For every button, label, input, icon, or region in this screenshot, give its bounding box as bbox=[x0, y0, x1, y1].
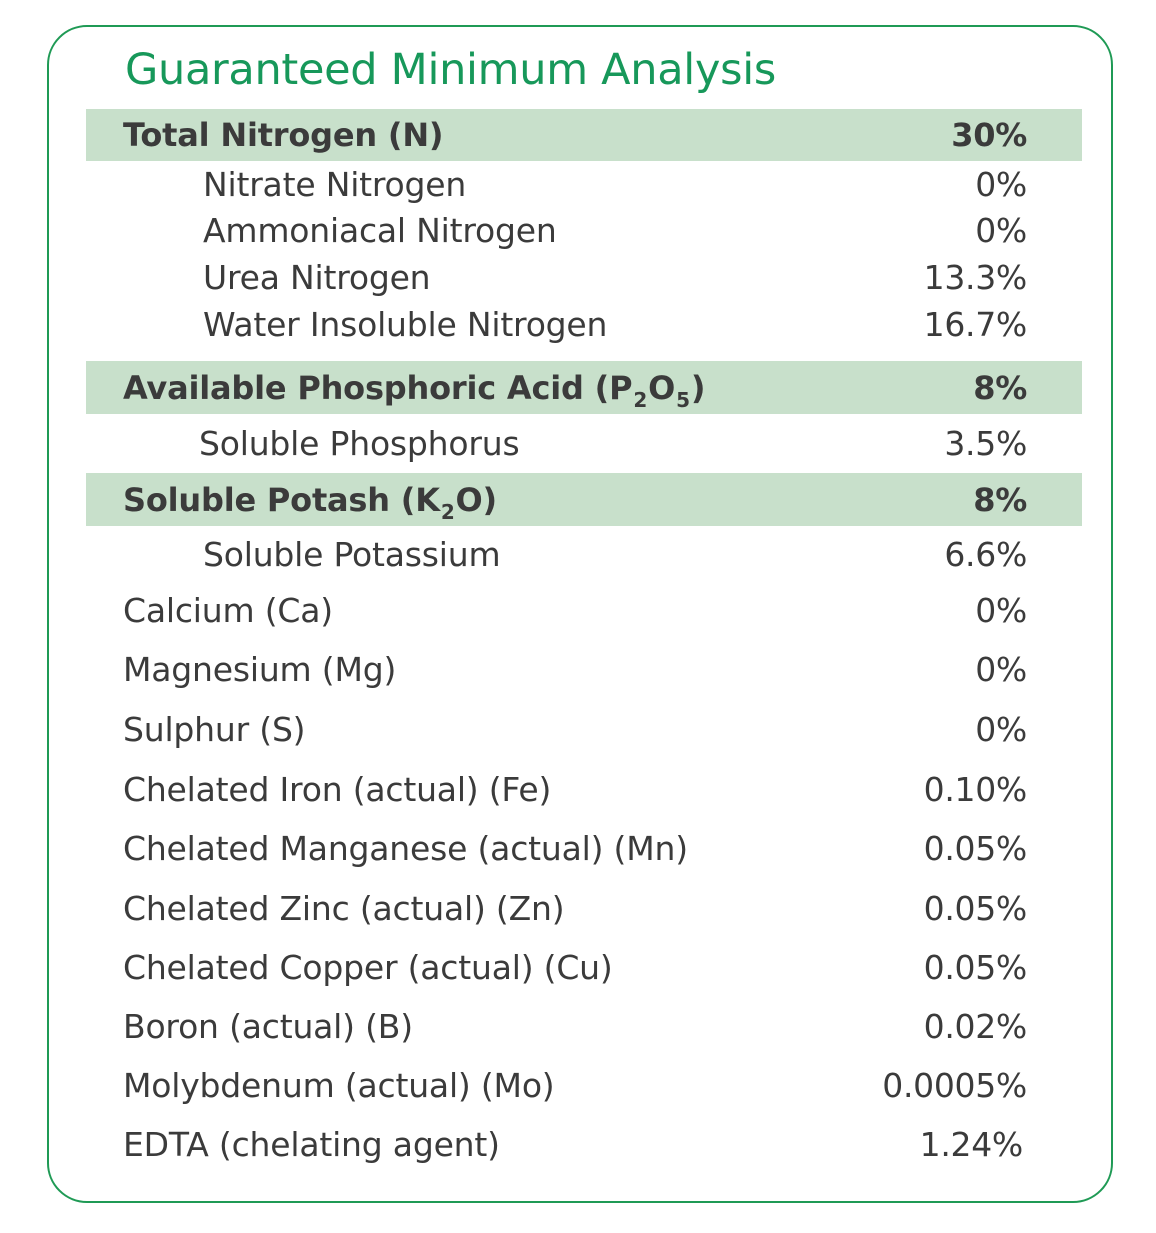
row-label: Available Phosphoric Acid (P 2 O 5) bbox=[123, 361, 705, 414]
table-row-molybdenum: Molybdenum (actual) (Mo) 0.0005% bbox=[86, 1056, 1082, 1114]
row-value: 0% bbox=[975, 164, 1027, 204]
subscript: 5 bbox=[676, 387, 690, 412]
row-label: Chelated Copper (actual) (Cu) bbox=[123, 947, 613, 987]
table-row-soluble-phosphorus: Soluble Phosphorus 3.5% bbox=[86, 416, 1082, 470]
row-value: 0% bbox=[975, 210, 1027, 250]
row-label: Boron (actual) (B) bbox=[123, 1006, 413, 1046]
row-label: Soluble Phosphorus bbox=[199, 423, 520, 463]
row-label: Sulphur (S) bbox=[123, 709, 306, 749]
subscript: 2 bbox=[440, 499, 455, 524]
label-part: Available Phosphoric Acid (P bbox=[123, 368, 633, 407]
row-label: Ammoniacal Nitrogen bbox=[203, 210, 557, 250]
table-row-total-nitrogen: Total Nitrogen (N) 30% bbox=[86, 109, 1082, 161]
analysis-panel: Guaranteed Minimum Analysis bbox=[47, 25, 1113, 1203]
row-label: Urea Nitrogen bbox=[203, 257, 431, 297]
label-part: Soluble Potash (K bbox=[123, 480, 440, 519]
panel-title: Guaranteed Minimum Analysis bbox=[125, 45, 776, 95]
row-value: 8% bbox=[973, 480, 1027, 519]
row-value: 1.24% bbox=[919, 1124, 1024, 1164]
table-row-water-insoluble-nitrogen: Water Insoluble Nitrogen 16.7% bbox=[86, 301, 1082, 347]
label-part: ) bbox=[690, 368, 706, 407]
table-row-magnesium: Magnesium (Mg) 0% bbox=[86, 640, 1082, 698]
row-value: 16.7% bbox=[923, 304, 1028, 344]
row-label: Soluble Potash (K 2 O) bbox=[123, 473, 497, 526]
row-value: 0.05% bbox=[923, 947, 1028, 987]
table-row-calcium: Calcium (Ca) 0% bbox=[86, 581, 1082, 639]
row-value: 6.6% bbox=[944, 534, 1027, 574]
row-value: 0.05% bbox=[923, 888, 1028, 928]
row-label: Water Insoluble Nitrogen bbox=[203, 304, 608, 344]
row-label: Chelated Zinc (actual) (Zn) bbox=[123, 888, 565, 928]
row-value: 30% bbox=[951, 116, 1027, 154]
table-row-chelated-zinc: Chelated Zinc (actual) (Zn) 0.05% bbox=[86, 879, 1082, 937]
table-row-soluble-potassium: Soluble Potassium 6.6% bbox=[86, 527, 1082, 581]
row-value: 0% bbox=[975, 590, 1027, 630]
row-value: 13.3% bbox=[923, 257, 1028, 297]
row-label: Nitrate Nitrogen bbox=[203, 164, 467, 204]
table-row-chelated-manganese: Chelated Manganese (actual) (Mn) 0.05% bbox=[86, 819, 1082, 877]
row-label: Total Nitrogen (N) bbox=[123, 116, 444, 154]
table-row-boron: Boron (actual) (B) 0.02% bbox=[86, 997, 1082, 1055]
row-value: 8% bbox=[973, 368, 1027, 407]
table-row-edta: EDTA (chelating agent) 1.24% bbox=[86, 1115, 1082, 1173]
table-row-soluble-potash: Soluble Potash (K 2 O) 8% bbox=[86, 473, 1082, 526]
table-row-nitrate-nitrogen: Nitrate Nitrogen 0% bbox=[86, 161, 1082, 207]
table-row-phosphoric-acid: Available Phosphoric Acid (P 2 O 5) 8% bbox=[86, 361, 1082, 414]
subscript: 2 bbox=[633, 387, 648, 412]
row-label: Soluble Potassium bbox=[203, 534, 501, 574]
row-value: 0% bbox=[975, 709, 1027, 749]
table-row-urea-nitrogen: Urea Nitrogen 13.3% bbox=[86, 253, 1082, 301]
label-part: O bbox=[648, 368, 676, 407]
table-row-sulphur: Sulphur (S) 0% bbox=[86, 700, 1082, 758]
row-value: 3.5% bbox=[944, 423, 1027, 463]
row-value: 0.02% bbox=[923, 1006, 1028, 1046]
row-label: Molybdenum (actual) (Mo) bbox=[123, 1065, 555, 1105]
row-label: Magnesium (Mg) bbox=[123, 649, 397, 689]
label-part: O) bbox=[455, 480, 498, 519]
row-label: Chelated Iron (actual) (Fe) bbox=[123, 769, 552, 809]
row-label: Chelated Manganese (actual) (Mn) bbox=[123, 828, 688, 868]
table-row-chelated-iron: Chelated Iron (actual) (Fe) 0.10% bbox=[86, 760, 1082, 818]
row-value: 0% bbox=[975, 649, 1027, 689]
table-row-chelated-copper: Chelated Copper (actual) (Cu) 0.05% bbox=[86, 938, 1082, 996]
row-value: 0.10% bbox=[923, 769, 1028, 809]
row-value: 0.0005% bbox=[882, 1065, 1027, 1105]
row-label: Calcium (Ca) bbox=[123, 590, 333, 630]
row-label: EDTA (chelating agent) bbox=[123, 1124, 500, 1164]
row-value: 0.05% bbox=[923, 828, 1028, 868]
table-row-ammoniacal-nitrogen: Ammoniacal Nitrogen 0% bbox=[86, 207, 1082, 253]
